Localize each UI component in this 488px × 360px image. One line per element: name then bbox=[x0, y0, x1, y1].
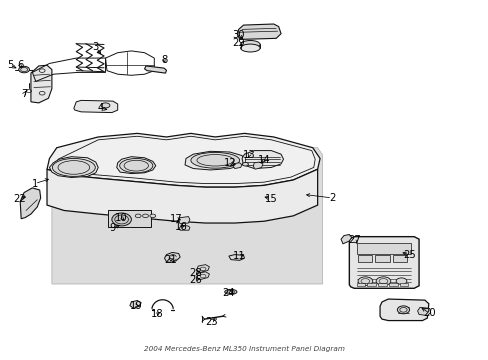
Ellipse shape bbox=[190, 152, 239, 168]
Text: 2: 2 bbox=[328, 193, 335, 203]
Ellipse shape bbox=[112, 213, 131, 226]
Bar bbox=[377, 283, 386, 286]
Polygon shape bbox=[196, 272, 209, 280]
Text: 23: 23 bbox=[204, 317, 217, 327]
Polygon shape bbox=[242, 150, 283, 168]
Text: 2004 Mercedes-Benz ML350 Instrument Panel Diagram: 2004 Mercedes-Benz ML350 Instrument Pane… bbox=[143, 346, 345, 352]
Bar bbox=[374, 255, 389, 262]
Text: 12: 12 bbox=[223, 158, 236, 168]
Ellipse shape bbox=[120, 158, 153, 173]
Text: 13: 13 bbox=[243, 150, 255, 160]
Polygon shape bbox=[52, 148, 322, 284]
Polygon shape bbox=[184, 151, 244, 170]
Bar bbox=[366, 283, 375, 286]
Text: 29: 29 bbox=[232, 38, 244, 48]
Bar bbox=[357, 255, 371, 262]
Ellipse shape bbox=[142, 214, 148, 218]
Polygon shape bbox=[164, 252, 180, 262]
Polygon shape bbox=[47, 169, 317, 223]
Text: 7: 7 bbox=[21, 89, 27, 99]
Polygon shape bbox=[108, 211, 151, 227]
Text: 16: 16 bbox=[174, 222, 187, 232]
Text: 26: 26 bbox=[189, 275, 202, 285]
Polygon shape bbox=[253, 162, 263, 169]
Polygon shape bbox=[47, 134, 320, 187]
Bar bbox=[356, 283, 365, 286]
Text: 21: 21 bbox=[163, 255, 176, 265]
Text: 6: 6 bbox=[17, 60, 23, 70]
Text: 5: 5 bbox=[7, 60, 14, 70]
Text: 10: 10 bbox=[115, 213, 128, 222]
Bar bbox=[356, 243, 410, 253]
Ellipse shape bbox=[240, 44, 260, 52]
Polygon shape bbox=[196, 265, 209, 273]
Ellipse shape bbox=[224, 289, 237, 294]
Ellipse shape bbox=[135, 214, 141, 218]
Text: 14: 14 bbox=[257, 155, 270, 165]
Polygon shape bbox=[49, 157, 98, 177]
Text: 17: 17 bbox=[169, 214, 182, 224]
Bar bbox=[388, 283, 397, 286]
Polygon shape bbox=[340, 234, 351, 244]
Bar bbox=[399, 283, 407, 286]
Ellipse shape bbox=[52, 158, 95, 176]
Bar bbox=[392, 255, 407, 262]
Text: 11: 11 bbox=[233, 251, 245, 261]
Text: 20: 20 bbox=[423, 309, 435, 318]
Polygon shape bbox=[179, 226, 189, 230]
Polygon shape bbox=[130, 301, 141, 309]
Ellipse shape bbox=[395, 278, 406, 284]
Text: 9: 9 bbox=[109, 224, 116, 233]
Polygon shape bbox=[228, 255, 244, 260]
Text: 25: 25 bbox=[402, 249, 415, 260]
Polygon shape bbox=[20, 188, 41, 219]
Polygon shape bbox=[117, 157, 156, 174]
Polygon shape bbox=[144, 66, 166, 73]
Polygon shape bbox=[237, 24, 281, 40]
Polygon shape bbox=[74, 100, 118, 113]
Text: 28: 28 bbox=[189, 267, 202, 278]
Ellipse shape bbox=[397, 306, 409, 314]
Polygon shape bbox=[417, 307, 430, 316]
Text: 15: 15 bbox=[264, 194, 277, 204]
Text: 27: 27 bbox=[347, 235, 360, 245]
Polygon shape bbox=[178, 217, 189, 224]
Ellipse shape bbox=[242, 162, 248, 166]
Polygon shape bbox=[379, 299, 428, 320]
Text: 3: 3 bbox=[92, 42, 99, 52]
Text: 4: 4 bbox=[97, 103, 103, 113]
Text: 19: 19 bbox=[130, 301, 142, 311]
Text: 30: 30 bbox=[232, 30, 244, 40]
Polygon shape bbox=[232, 163, 242, 168]
Polygon shape bbox=[31, 65, 52, 103]
Ellipse shape bbox=[101, 103, 110, 108]
Ellipse shape bbox=[375, 277, 390, 285]
Ellipse shape bbox=[19, 66, 29, 73]
Text: 18: 18 bbox=[150, 310, 163, 319]
Ellipse shape bbox=[240, 41, 260, 48]
Text: 22: 22 bbox=[13, 194, 25, 204]
Polygon shape bbox=[348, 237, 418, 288]
Ellipse shape bbox=[357, 277, 372, 285]
Text: 1: 1 bbox=[32, 179, 38, 189]
Ellipse shape bbox=[150, 214, 156, 218]
Text: 24: 24 bbox=[222, 288, 235, 298]
Text: 8: 8 bbox=[161, 55, 167, 65]
